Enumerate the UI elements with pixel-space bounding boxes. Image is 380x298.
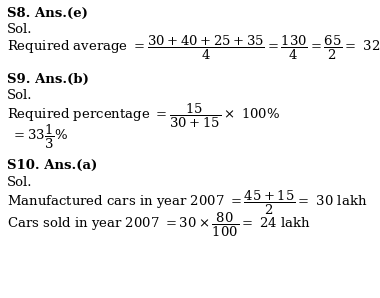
Text: Required percentage $=\dfrac{15}{30+15}\times$ 100%: Required percentage $=\dfrac{15}{30+15}\…: [7, 102, 280, 130]
Text: Manufactured cars in year 2007 $=\dfrac{45+15}{2}=$ 30 lakh: Manufactured cars in year 2007 $=\dfrac{…: [7, 189, 367, 217]
Text: Required average $=\dfrac{30+40+25+35}{4}=\dfrac{130}{4}=\dfrac{65}{2}=$ 32.5 la: Required average $=\dfrac{30+40+25+35}{4…: [7, 34, 380, 62]
Text: S9. Ans.(b): S9. Ans.(b): [7, 72, 89, 86]
Text: Cars sold in year 2007 $= 30\times\dfrac{80}{100}=$ 24 lakh: Cars sold in year 2007 $= 30\times\dfrac…: [7, 211, 310, 239]
Text: S10. Ans.(a): S10. Ans.(a): [7, 159, 97, 172]
Text: S8. Ans.(e): S8. Ans.(e): [7, 7, 88, 20]
Text: Sol.: Sol.: [7, 23, 32, 36]
Text: $= 33\dfrac{1}{3}$%: $= 33\dfrac{1}{3}$%: [7, 123, 68, 151]
Text: Sol.: Sol.: [7, 176, 32, 189]
Text: Sol.: Sol.: [7, 89, 32, 103]
